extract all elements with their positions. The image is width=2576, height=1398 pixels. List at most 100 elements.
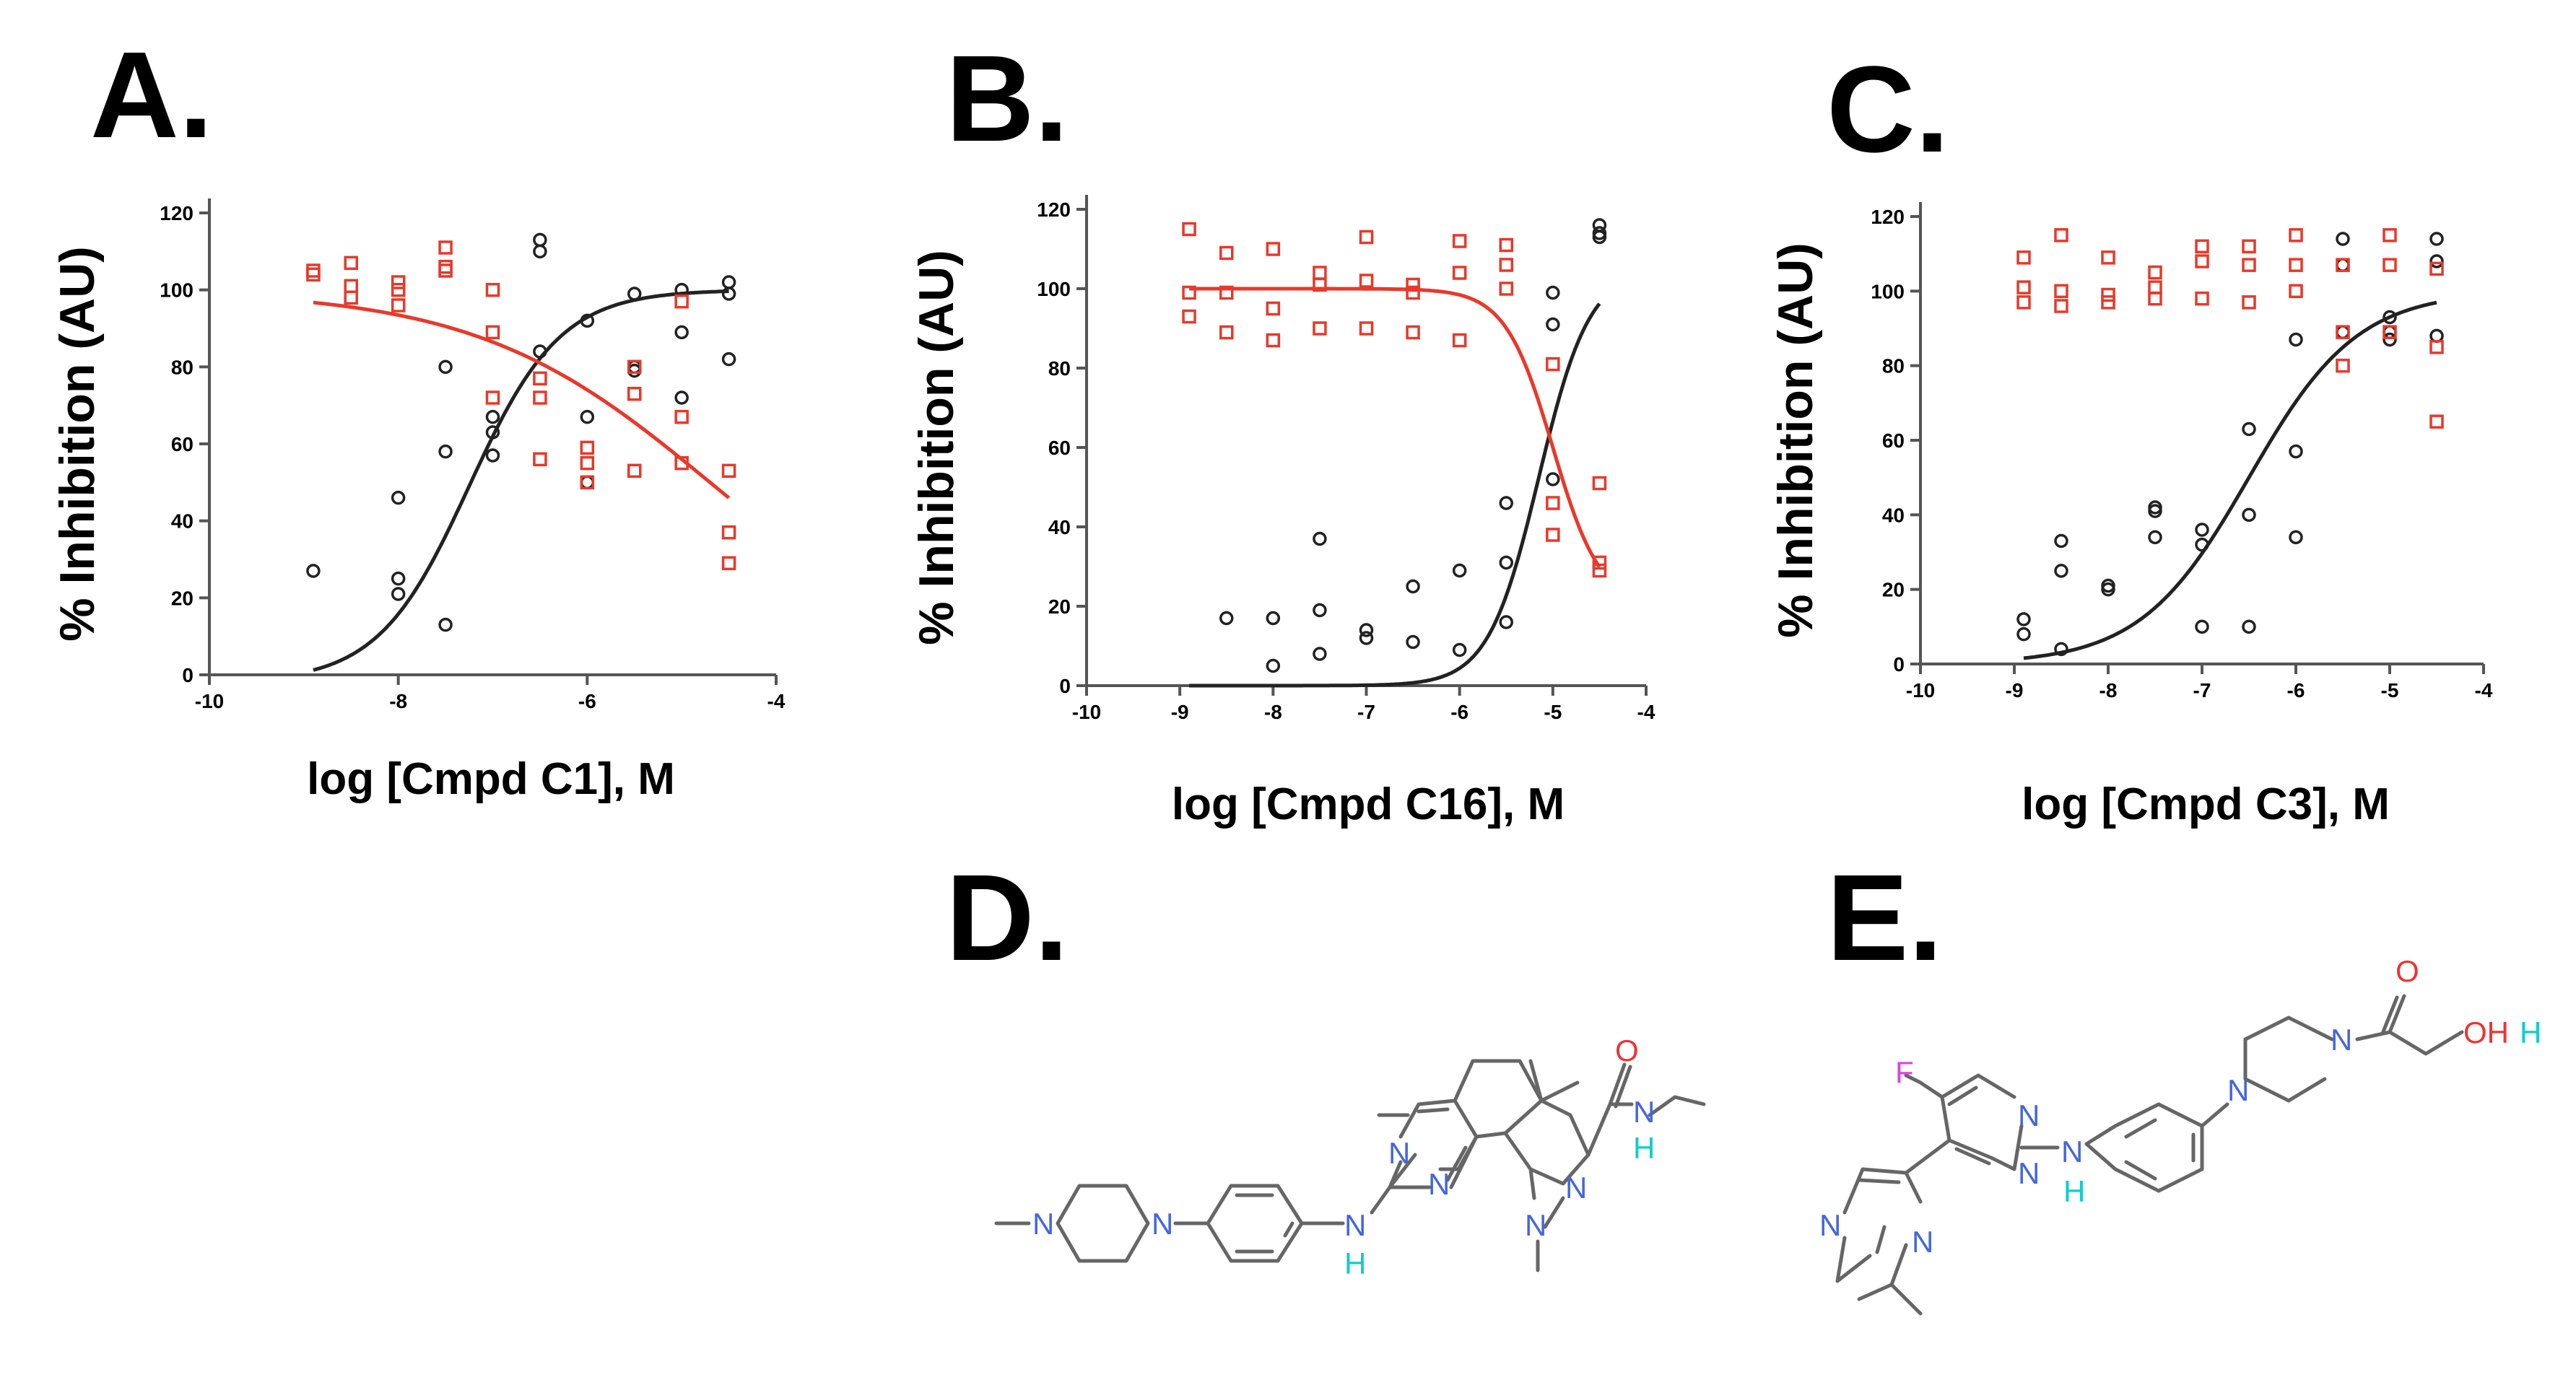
data-point-red [2336, 325, 2350, 339]
x-tick-label: -10 [195, 690, 224, 712]
atom-e-n-pm1: N [2018, 1098, 2040, 1132]
x-tick-label: -7 [2193, 679, 2211, 702]
data-point-red [1359, 230, 1374, 245]
data-point-black [1406, 579, 1420, 594]
data-point-black [2195, 523, 2209, 537]
atom-d-n-pz1: N [1525, 1208, 1546, 1242]
y-tick-label: 60 [1048, 437, 1071, 459]
data-point-black [1406, 634, 1420, 650]
data-point-black [1359, 623, 1374, 637]
data-point-red [2383, 258, 2397, 272]
data-point-red [391, 275, 406, 289]
data-point-red [1182, 285, 1196, 300]
data-point-black [1313, 603, 1327, 618]
data-point-red [2195, 239, 2209, 254]
data-point-red [306, 263, 321, 278]
data-point-red [627, 463, 642, 479]
data-point-black [1266, 658, 1281, 673]
data-point-red [2242, 239, 2256, 254]
data-point-red [2336, 258, 2350, 272]
x-tick-label: -9 [1171, 701, 1189, 723]
y-tick-label: 20 [1048, 595, 1071, 618]
data-point-black [2429, 232, 2444, 246]
data-point-red [2148, 265, 2162, 280]
data-point-red [438, 240, 453, 255]
data-point-red [1546, 496, 1560, 510]
data-point-black [2336, 325, 2350, 339]
y-axis-label: % Inhibition (AU) [909, 250, 964, 645]
data-point-black [2429, 254, 2444, 268]
data-point-red [2148, 280, 2162, 294]
data-point-black [674, 325, 689, 340]
panel-label-b: B. [946, 30, 1069, 167]
atom-d-amide-o: O [1615, 1034, 1639, 1067]
data-point-red [1452, 333, 1467, 348]
data-point-red [627, 359, 642, 375]
x-axis-label: log [Cmpd C1], M [307, 754, 675, 804]
atom-e-n-im2: N [1912, 1225, 1933, 1259]
data-point-red [1219, 325, 1234, 340]
data-point-black [2054, 564, 2068, 578]
chemical-structure-e: F N N N H N N N N O OH H [1819, 954, 2541, 1316]
data-point-red [580, 475, 595, 490]
structure-e-bonds [1835, 994, 2464, 1316]
data-point-black [2054, 533, 2068, 549]
panel-label-e: E. [1827, 849, 1943, 987]
data-point-red [438, 259, 453, 274]
data-point-red [344, 255, 358, 271]
data-point-red [721, 463, 736, 479]
atom-d-n-pip1: N [1032, 1207, 1054, 1241]
data-point-black [2148, 530, 2162, 545]
data-point-black [438, 359, 453, 375]
data-point-black [438, 617, 453, 632]
data-point-red [1499, 237, 1513, 253]
y-tick-label: 80 [171, 356, 193, 378]
x-tick-label: -6 [1450, 701, 1468, 723]
data-point-red [2016, 295, 2031, 310]
data-point-black [2054, 642, 2068, 657]
data-point-black [580, 409, 595, 424]
data-point-red [1313, 266, 1327, 280]
data-point-red [721, 556, 736, 571]
data-point-red [438, 263, 453, 278]
atom-e-n-pm2: N [2018, 1156, 2040, 1190]
atom-e-nh-n: N [2061, 1135, 2083, 1168]
data-point-red [2016, 250, 2031, 265]
data-point-black [2289, 530, 2303, 545]
data-point-black [2289, 444, 2303, 459]
data-point-black [485, 448, 500, 463]
data-point-red [1546, 357, 1560, 372]
data-point-black [306, 564, 321, 578]
data-point-black [391, 490, 406, 505]
data-point-red [1499, 258, 1513, 272]
data-point-black [533, 344, 547, 359]
y-tick-label: 120 [1871, 206, 1905, 228]
atom-d-n-pyr2: N [1428, 1167, 1450, 1201]
atom-d-amide-h: H [1633, 1131, 1655, 1165]
y-tick-label: 80 [1882, 355, 1905, 377]
data-point-red [2289, 284, 2303, 299]
data-point-red [2054, 228, 2068, 243]
data-point-red [1406, 325, 1420, 340]
atom-e-oh-h: H [2520, 1015, 2541, 1049]
atom-d-nh-h: H [1344, 1246, 1366, 1280]
data-point-black [1546, 317, 1560, 332]
data-point-red [344, 279, 358, 294]
data-point-red [1592, 563, 1607, 578]
data-point-black [2195, 619, 2209, 634]
data-point-black [2016, 612, 2031, 626]
data-point-red [1313, 277, 1327, 292]
y-tick-label: 0 [1059, 675, 1071, 697]
data-point-red [533, 452, 547, 467]
panel-label-d: D. [946, 849, 1069, 987]
data-point-black [1266, 611, 1281, 626]
x-tick-label: -10 [1072, 701, 1101, 723]
data-point-black [721, 287, 736, 301]
data-point-black [2148, 504, 2162, 518]
data-point-black [2383, 332, 2397, 347]
data-point-red [391, 298, 406, 313]
chemical-structure-d: N N N N N H N N O N H [994, 1034, 1706, 1280]
x-tick-label: -7 [1357, 701, 1375, 723]
y-tick-label: 120 [160, 202, 193, 224]
